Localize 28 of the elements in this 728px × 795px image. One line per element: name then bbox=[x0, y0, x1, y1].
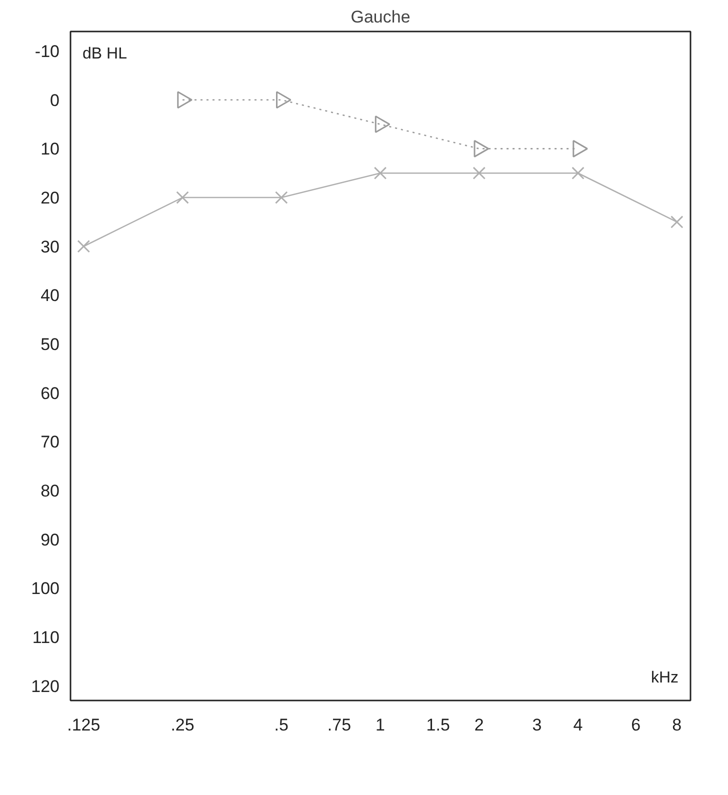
chart-title: Gauche bbox=[350, 8, 410, 26]
y-tick-label: 10 bbox=[40, 140, 60, 159]
x-tick-label: 6 bbox=[631, 716, 641, 734]
y-tick-label: 100 bbox=[31, 579, 60, 598]
y-tick-label: 110 bbox=[32, 628, 60, 648]
y-tick-label: 90 bbox=[40, 530, 60, 550]
x-tick-label: 1 bbox=[376, 716, 386, 734]
x-tick-label: 3 bbox=[532, 716, 542, 734]
y-tick-label: 60 bbox=[40, 384, 60, 403]
x-tick-label: 1.5 bbox=[426, 716, 450, 734]
x-tick-label: 2 bbox=[474, 716, 484, 734]
y-tick-label: 20 bbox=[40, 188, 60, 208]
x-tick-label: .25 bbox=[170, 716, 194, 734]
x-tick-label: .5 bbox=[274, 716, 288, 734]
y-tick-label: 120 bbox=[31, 676, 60, 696]
y-tick-label: 30 bbox=[40, 237, 60, 256]
y-tick-label: 70 bbox=[40, 432, 60, 452]
y-tick-label: -10 bbox=[34, 42, 60, 62]
x-tick-label: .125 bbox=[67, 716, 100, 734]
x-tick-label: 4 bbox=[573, 716, 583, 734]
x-tick-label: .75 bbox=[327, 716, 352, 734]
x-tick-label: 8 bbox=[672, 716, 682, 734]
y-axis-title: dB HL bbox=[82, 46, 128, 62]
y-tick-label: 40 bbox=[40, 286, 60, 306]
y-tick-label: 80 bbox=[40, 482, 60, 501]
y-tick-label: 0 bbox=[50, 90, 60, 110]
y-tick-label: 50 bbox=[40, 335, 60, 354]
x-axis-title: kHz bbox=[650, 670, 679, 686]
